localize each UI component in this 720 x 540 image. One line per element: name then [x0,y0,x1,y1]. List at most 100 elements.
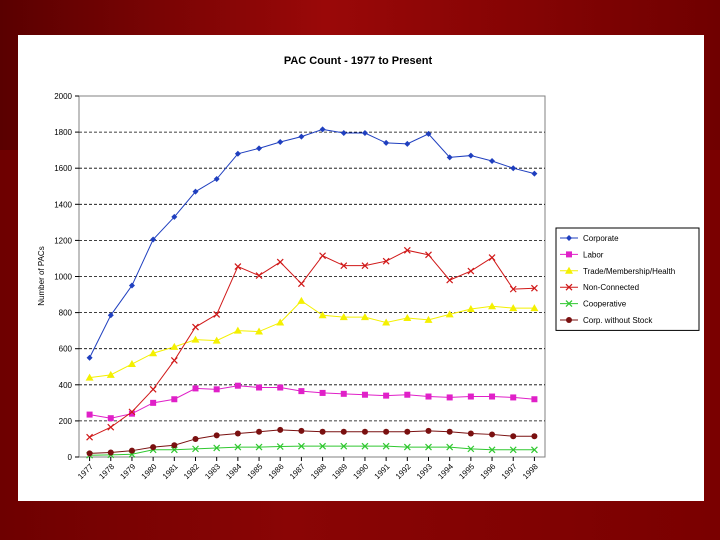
data-point [466,304,475,312]
x-marker-stroke [192,445,199,453]
x-marker-stroke [446,276,454,284]
data-point [297,442,305,450]
data-point [383,139,390,146]
data-point [404,391,411,398]
data-point [489,393,496,400]
x-marker-stroke [234,263,242,270]
data-point [319,126,326,133]
x-marker-stroke [488,446,496,454]
x-tick-label: 1982 [182,462,201,481]
x-marker-stroke [488,254,496,261]
data-point [530,304,539,312]
legend-swatch-marker [565,283,573,291]
data-point [425,130,432,137]
data-point [530,284,538,292]
data-point [107,312,114,319]
data-point [382,257,390,265]
data-point [149,385,157,393]
x-marker-stroke [213,310,221,318]
data-point [170,357,178,364]
data-point [425,427,432,434]
data-point [446,154,453,161]
data-point [510,165,517,172]
x-tick-label: 1984 [224,462,243,481]
data-point [192,188,199,195]
y-tick-label: 400 [59,381,73,390]
data-point [424,315,433,323]
data-point [467,445,475,453]
data-point [170,446,178,454]
legend-label: Non-Connected [583,283,639,292]
data-point [255,327,264,335]
data-point [277,139,284,146]
x-marker-stroke [382,442,390,450]
x-tick-label: 1994 [436,462,455,481]
data-point [382,442,390,450]
data-point [85,373,94,381]
legend-swatch-marker [566,317,572,323]
x-tick-label: 1978 [97,462,116,481]
data-point [171,213,178,220]
x-marker-stroke [467,445,475,453]
data-point [297,280,305,288]
y-axis-label: Number of PACs [37,246,46,305]
x-marker-stroke [107,423,115,431]
x-marker-stroke [192,323,199,331]
x-tick-label: 1988 [309,462,328,481]
data-point [86,354,93,361]
data-point [256,428,263,435]
data-point [446,443,454,451]
data-point [360,313,369,321]
data-point [361,391,368,398]
x-marker-stroke [297,280,305,288]
x-marker-stroke [530,284,538,292]
x-marker-stroke [467,267,475,275]
x-marker-stroke [340,442,348,450]
data-point [128,447,135,454]
data-point [127,360,136,368]
y-tick-label: 200 [59,417,73,426]
data-point [319,442,327,450]
data-point [276,443,284,450]
y-tick-label: 800 [59,309,73,318]
data-point [213,386,220,393]
x-marker-stroke [446,443,454,451]
x-tick-label: 1977 [76,462,95,481]
x-marker-stroke [382,257,390,265]
data-point [255,272,263,280]
data-point [446,276,454,284]
data-point [510,433,517,440]
data-point [445,310,454,318]
data-point [425,443,432,451]
data-point [509,285,517,293]
data-point [509,304,518,312]
data-point [171,396,178,403]
data-point [297,296,306,304]
series-line [89,429,535,454]
data-point [298,388,305,395]
data-point [319,428,326,435]
data-point [277,384,284,391]
data-point [340,130,347,137]
data-point [213,176,220,183]
x-marker-stroke [170,446,178,454]
x-tick-label: 1981 [161,462,180,481]
x-tick-label: 1986 [267,462,286,481]
y-tick-label: 1200 [54,236,72,245]
data-point [361,442,369,450]
data-point [340,442,348,450]
data-point [276,318,285,326]
data-point [361,428,368,435]
x-marker-stroke [255,272,263,280]
data-point [233,326,242,334]
data-point [530,446,538,454]
data-point [488,254,496,261]
x-marker-stroke [509,285,517,293]
data-point [276,258,284,266]
x-tick-label: 1983 [203,462,222,481]
data-point [403,246,411,254]
legend-swatch-marker [566,251,572,258]
legend-swatch-marker [566,235,572,241]
x-tick-label: 1998 [521,462,540,481]
data-point [128,408,136,416]
